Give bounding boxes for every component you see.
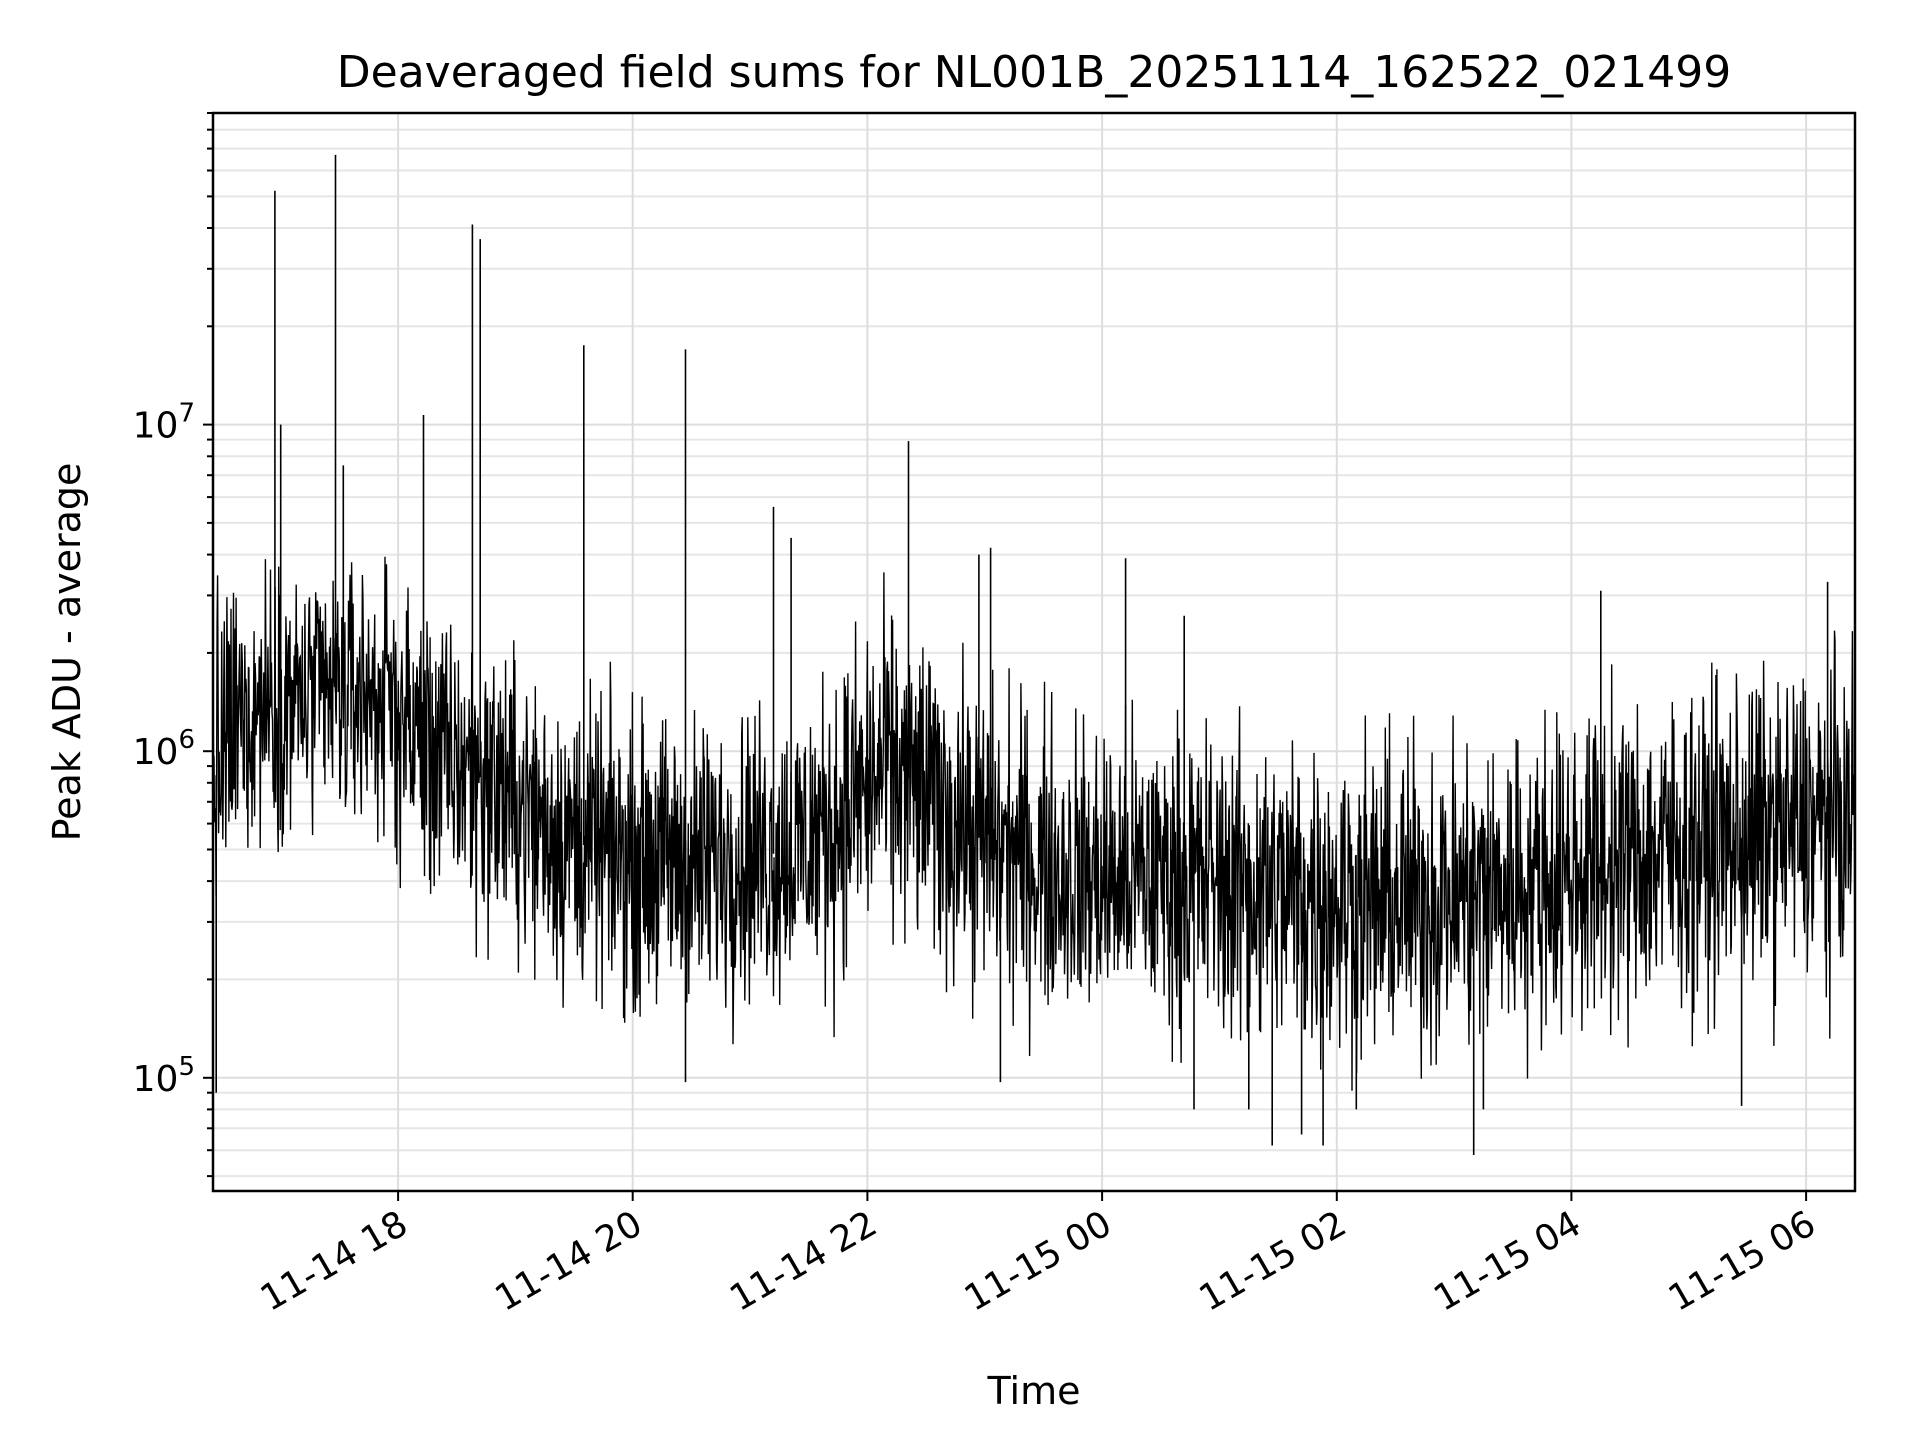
data-series	[212, 154, 1856, 1155]
y-tick-label-base: 10	[133, 732, 179, 773]
y-axis-label: Peak ADU - average	[45, 463, 89, 842]
y-tick-label-exponent: 5	[178, 1052, 195, 1082]
chart-title: Deaveraged field sums for NL001B_2025111…	[337, 47, 1731, 98]
y-tick-label: 106	[133, 725, 195, 773]
x-axis-label: Time	[987, 1369, 1081, 1413]
y-tick-label-base: 10	[133, 406, 179, 447]
y-tick-label-exponent: 6	[178, 725, 195, 755]
y-tick-label: 105	[133, 1052, 195, 1100]
y-tick-label-exponent: 7	[178, 399, 195, 429]
y-tick-label: 107	[133, 399, 195, 447]
y-tick-label-base: 10	[133, 1059, 179, 1100]
series-line	[212, 556, 1856, 1091]
